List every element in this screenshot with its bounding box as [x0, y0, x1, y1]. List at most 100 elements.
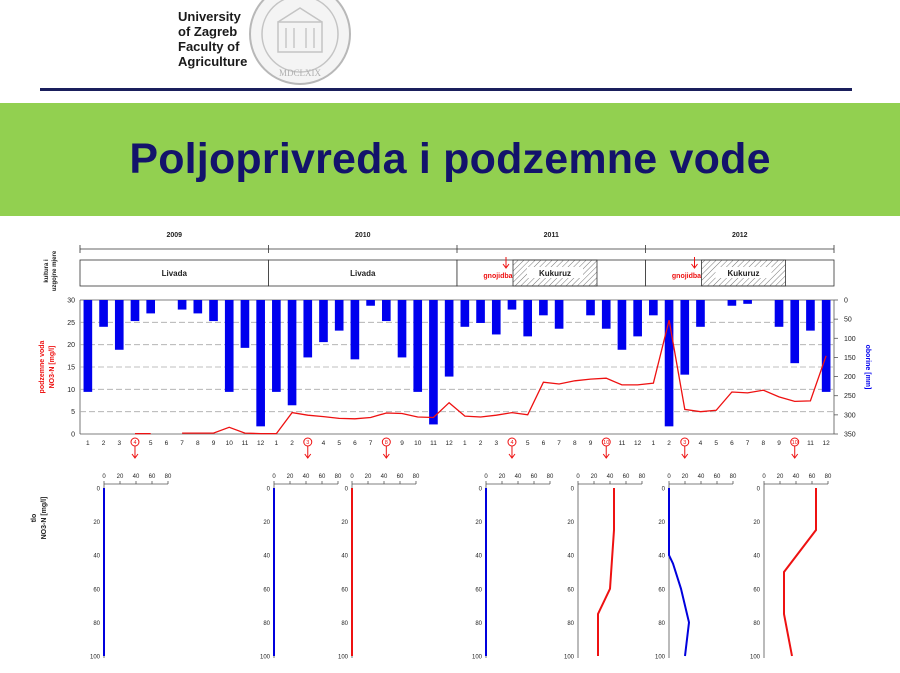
month-tick-label: 9 [212, 440, 216, 447]
right-axis-tick-label: 50 [844, 317, 852, 324]
profile-axis-label-line2: NO3-N [mg/l] [41, 497, 48, 540]
precipitation-bar [444, 300, 454, 377]
precipitation-bar [460, 300, 470, 327]
profile-depth-tick-label: 80 [658, 621, 665, 627]
profile-depth-tick-label: 40 [93, 554, 100, 560]
left-axis-label-line1: podzemne voda [39, 340, 46, 393]
profile-x-tick-label: 40 [793, 474, 800, 480]
university-line: of Zagreb [178, 24, 238, 39]
month-tick-label: 5 [149, 440, 153, 447]
precipitation-bar [507, 300, 517, 310]
header-divider [40, 88, 852, 91]
precipitation-bar [806, 300, 815, 331]
profile-depth-tick-label: 20 [567, 520, 574, 526]
precipitation-bar [83, 300, 93, 392]
profile-x-tick-label: 80 [547, 474, 554, 480]
precipitation-bar [413, 300, 423, 392]
month-tick-label: 10 [414, 440, 422, 447]
profile-depth-tick-label: 0 [757, 487, 761, 493]
profile-depth-tick-label: 100 [472, 655, 483, 661]
precipitation-bar [539, 300, 548, 316]
crop-row-label-line2: uzgojne mjere [52, 250, 58, 291]
profile-depth-tick-label: 80 [93, 621, 100, 627]
fertilization-label: gnojidba [672, 273, 701, 280]
precipitation-bar [491, 300, 501, 335]
profile-depth-tick-label: 80 [567, 621, 574, 627]
profile-x-tick-label: 40 [381, 474, 388, 480]
profile-x-tick-label: 20 [365, 474, 372, 480]
month-tick-label: 11 [619, 440, 626, 447]
month-tick-label: 5 [337, 440, 341, 447]
year-label: 2011 [544, 232, 559, 239]
title-banner: Poljoprivreda i podzemne vode [0, 103, 900, 216]
soil-profile-line [597, 488, 615, 656]
precipitation-bar [649, 300, 658, 316]
month-tick-label: 7 [369, 440, 373, 447]
profile-depth-tick-label: 20 [341, 520, 348, 526]
profile-x-tick-label: 20 [117, 474, 124, 480]
precipitation-bar [366, 300, 375, 306]
left-axis-tick-label: 0 [71, 432, 75, 439]
precipitation-bar [664, 300, 674, 427]
sampling-marker-arrowhead [602, 453, 610, 459]
left-axis-tick-label: 30 [67, 298, 75, 305]
sampling-marker-arrowhead [131, 453, 139, 459]
month-tick-label: 7 [746, 440, 750, 447]
profile-depth-tick-label: 80 [475, 621, 482, 627]
profile-x-tick-label: 60 [623, 474, 630, 480]
crop-row-label-line1: kultura i [44, 259, 50, 283]
nitrate-line-series [135, 319, 827, 435]
profile-x-tick-label: 60 [149, 474, 156, 480]
crop-label: Kukuruz [539, 269, 571, 278]
precipitation-bar [476, 300, 485, 323]
precipitation-bar [617, 300, 627, 350]
profile-x-tick-label: 60 [531, 474, 538, 480]
precipitation-bar [334, 300, 344, 331]
month-tick-label: 2 [479, 440, 483, 447]
fertilization-arrowhead [691, 263, 698, 269]
crop-label-bg [527, 267, 583, 278]
right-axis-tick-label: 200 [844, 374, 856, 381]
right-axis-tick-label: 300 [844, 412, 856, 419]
profile-depth-tick-label: 60 [475, 587, 482, 593]
soil-profile-line [783, 488, 817, 657]
profile-x-tick-label: 60 [809, 474, 816, 480]
month-tick-label: 7 [557, 440, 561, 447]
month-tick-label: 1 [275, 440, 279, 447]
precipitation-bar [303, 300, 313, 358]
left-axis-label-line2: NO3-N [mg/l] [49, 346, 56, 389]
profile-depth-tick-label: 0 [571, 487, 575, 493]
profile-x-tick-label: 40 [698, 474, 705, 480]
sampling-marker-label: 3 [306, 440, 309, 446]
profile-depth-tick-label: 0 [662, 487, 666, 493]
month-tick-label: 8 [762, 440, 766, 447]
left-axis-tick-label: 5 [71, 409, 75, 416]
header: University of Zagreb Faculty of Agricult… [0, 0, 900, 100]
month-tick-label: 1 [86, 440, 90, 447]
precipitation-bar [696, 300, 705, 327]
profile-depth-tick-label: 60 [753, 587, 760, 593]
month-tick-label: 7 [180, 440, 184, 447]
profile-x-tick-label: 0 [484, 474, 488, 480]
profile-depth-tick-label: 0 [267, 487, 271, 493]
left-axis-tick-label: 10 [67, 387, 75, 394]
month-tick-label: 11 [807, 440, 814, 447]
crop-box [79, 259, 269, 287]
seal-text: MDCLXIX [279, 68, 321, 78]
left-axis-tick-label: 20 [67, 342, 75, 349]
precipitation-bar [790, 300, 800, 364]
precipitation-bar [381, 300, 391, 322]
profile-x-tick-label: 20 [591, 474, 598, 480]
month-tick-label: 2 [102, 440, 106, 447]
profile-x-tick-label: 0 [576, 474, 580, 480]
left-axis-tick-label: 15 [67, 365, 75, 372]
profile-x-tick-label: 0 [272, 474, 276, 480]
precipitation-bar [586, 300, 595, 316]
precipitation-bar [193, 300, 203, 314]
profile-depth-tick-label: 0 [345, 487, 349, 493]
profile-x-tick-label: 40 [607, 474, 614, 480]
profile-depth-tick-label: 20 [658, 520, 665, 526]
profile-x-tick-label: 60 [397, 474, 404, 480]
crop-label: Livada [162, 269, 188, 278]
sampling-marker-arrowhead [791, 453, 799, 459]
